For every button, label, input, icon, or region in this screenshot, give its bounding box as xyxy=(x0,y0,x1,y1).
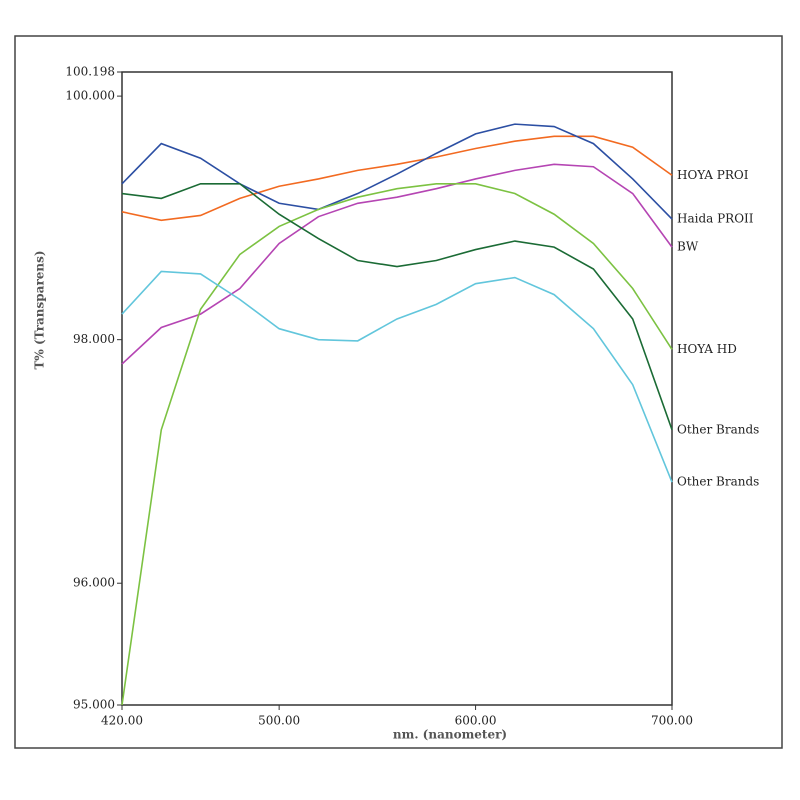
series-line xyxy=(121,123,673,220)
x-tick-label: 600.00 xyxy=(455,714,497,728)
series-line xyxy=(121,135,673,222)
legend-label: HOYA HD xyxy=(677,342,737,356)
x-tick-label: 500.00 xyxy=(258,714,300,728)
x-tick-label: 420.00 xyxy=(101,714,143,728)
outer-frame xyxy=(14,35,783,749)
y-tick-label: 100.198 xyxy=(65,65,115,79)
x-tick-label: 700.00 xyxy=(651,714,693,728)
legend-label: Other Brands xyxy=(677,475,759,489)
y-tick-label: 100.000 xyxy=(65,89,115,103)
series-line xyxy=(121,163,673,365)
series-line xyxy=(121,182,673,706)
plot-frame xyxy=(121,71,673,706)
legend-label: Haida PROII xyxy=(677,212,754,226)
y-tick-label: 98.000 xyxy=(73,332,115,346)
y-tick-label: 95.000 xyxy=(73,698,115,712)
series-line xyxy=(121,270,673,483)
legend-label: Other Brands xyxy=(677,422,759,436)
series-line xyxy=(121,182,673,431)
x-axis-label: nm. (nanometer) xyxy=(393,728,507,742)
legend-label: HOYA PROI xyxy=(677,168,749,182)
legend-label: BW xyxy=(677,240,699,254)
y-tick-label: 96.000 xyxy=(73,576,115,590)
y-axis-label: T% (Transparens) xyxy=(33,250,47,369)
